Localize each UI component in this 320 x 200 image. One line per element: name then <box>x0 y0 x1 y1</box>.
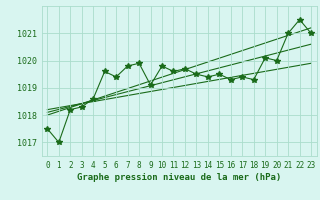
X-axis label: Graphe pression niveau de la mer (hPa): Graphe pression niveau de la mer (hPa) <box>77 173 281 182</box>
